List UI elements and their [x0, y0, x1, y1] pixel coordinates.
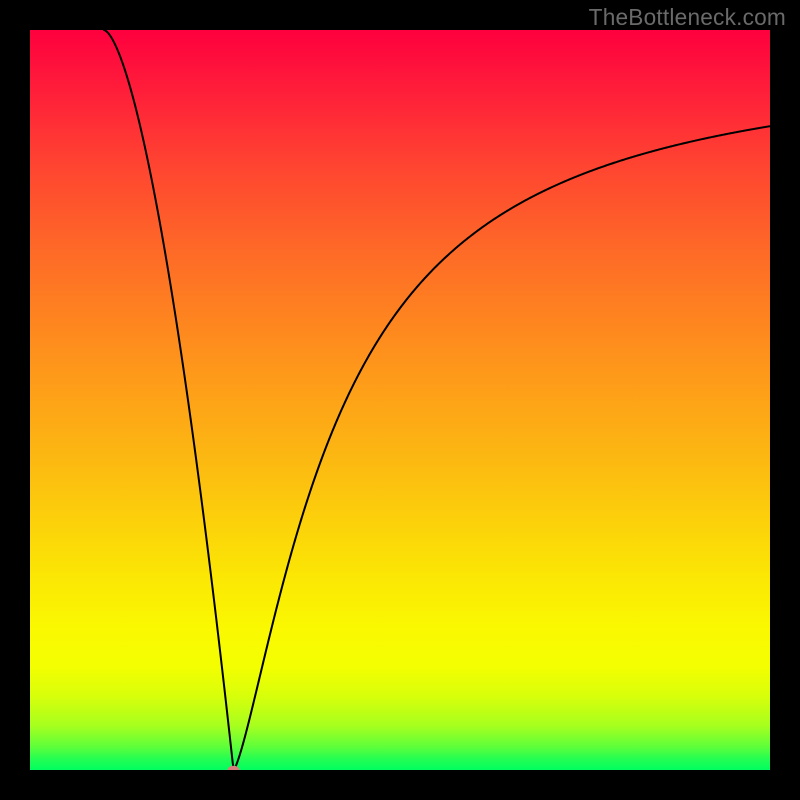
- gradient-background: [30, 30, 770, 770]
- plot-area: [30, 30, 770, 770]
- plot-svg: [30, 30, 770, 770]
- chart-frame: TheBottleneck.com: [0, 0, 800, 800]
- watermark-text: TheBottleneck.com: [589, 4, 786, 31]
